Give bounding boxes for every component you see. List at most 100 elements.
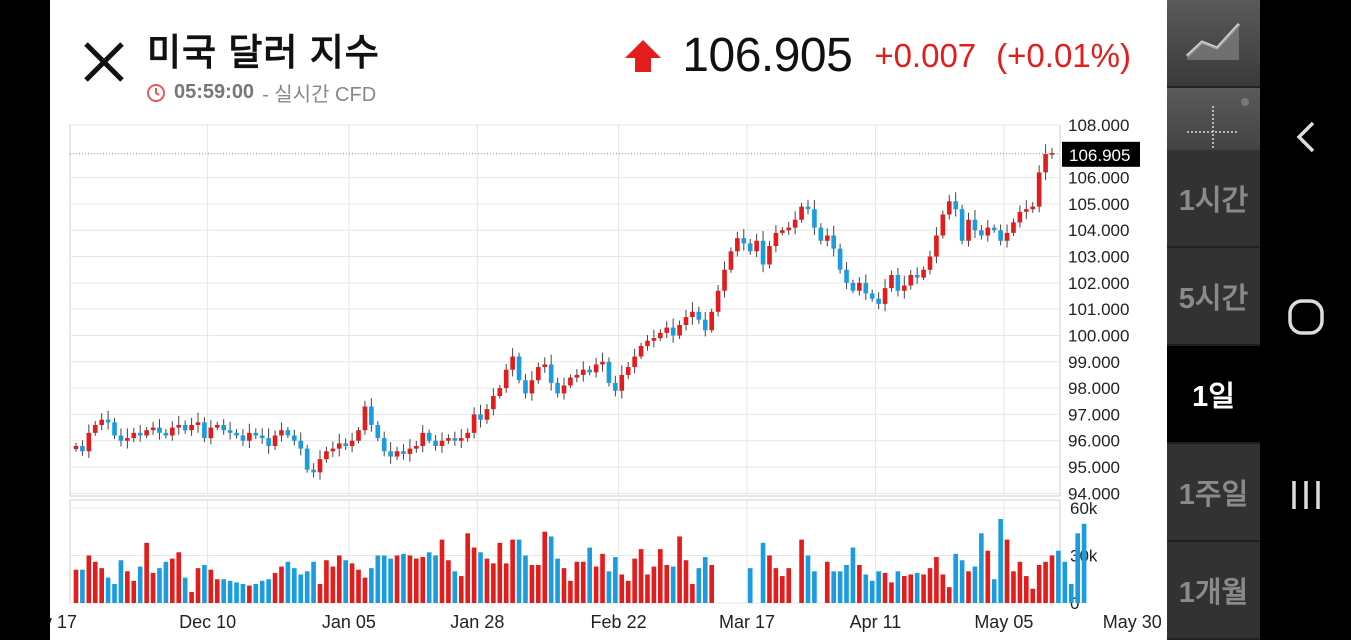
- volume-bar: [369, 568, 374, 603]
- volume-bar: [516, 539, 522, 603]
- volume-bar: [195, 568, 201, 603]
- candle: [741, 238, 747, 244]
- volume-bar: [375, 555, 381, 603]
- volume-tick-label: 60k: [1070, 499, 1098, 518]
- crosshair-icon: [1187, 98, 1249, 158]
- volume-bar: [1062, 561, 1068, 603]
- volume-bar: [292, 568, 297, 603]
- volume-bar: [163, 561, 169, 603]
- volume-bar: [773, 568, 779, 603]
- timeframe-3[interactable]: 1일: [1167, 346, 1260, 444]
- volume-bar: [889, 582, 894, 603]
- candle: [259, 435, 265, 439]
- volume-bar: [80, 569, 85, 603]
- volume-bar: [317, 583, 323, 603]
- candle: [170, 427, 175, 436]
- volume-bar: [259, 580, 265, 603]
- candle: [394, 451, 400, 457]
- x-tick-label: v 17: [50, 612, 77, 632]
- y-tick-label: 99.000: [1068, 353, 1120, 372]
- home-button[interactable]: [1260, 272, 1351, 362]
- recents-button[interactable]: [1260, 450, 1351, 540]
- candle: [792, 219, 798, 228]
- timeframe-4[interactable]: 1주일: [1167, 444, 1260, 542]
- candle: [857, 282, 862, 291]
- volume-bar: [696, 568, 702, 603]
- candle: [722, 269, 727, 291]
- volume-bar: [510, 539, 515, 603]
- volume-bar: [619, 574, 625, 603]
- volume-bar: [850, 547, 856, 603]
- candle: [690, 311, 695, 318]
- volume-bar: [767, 555, 772, 603]
- candle: [844, 269, 849, 283]
- candle: [824, 235, 830, 241]
- timestamp-row: 05:59:00 - 실시간 CFD: [146, 78, 376, 107]
- candle: [73, 446, 79, 450]
- candle: [343, 443, 348, 447]
- candle: [972, 219, 978, 231]
- volume-bar: [150, 572, 156, 603]
- candle: [336, 443, 342, 449]
- x-tick-label: Apr 11: [850, 612, 902, 632]
- candle: [959, 209, 965, 241]
- y-tick-label: 103.000: [1068, 248, 1129, 267]
- candle: [227, 430, 233, 433]
- candle: [889, 274, 894, 289]
- volume-bar: [362, 577, 368, 603]
- candle: [651, 338, 657, 341]
- candle: [696, 311, 702, 320]
- volume-bar: [349, 563, 355, 603]
- candle: [902, 285, 907, 291]
- candle: [478, 414, 483, 420]
- candle: [356, 430, 361, 441]
- volume-bar: [112, 583, 117, 603]
- volume-bar: [86, 555, 92, 603]
- y-tick-label: 100.000: [1068, 326, 1129, 345]
- volume-bar: [555, 558, 560, 603]
- volume-bar: [1056, 550, 1061, 603]
- timeframe-5[interactable]: 1개월: [1167, 542, 1260, 640]
- volume-bar: [869, 580, 875, 603]
- chart-type-button[interactable]: [1167, 0, 1260, 88]
- back-button[interactable]: [1260, 92, 1351, 182]
- timeframe-1[interactable]: 1시간: [1167, 150, 1260, 248]
- volume-bar: [1081, 523, 1087, 603]
- quote-block: 106.905 +0.007 (+0.01%): [624, 28, 1131, 83]
- volume-bar: [1017, 561, 1023, 603]
- volume-bar: [613, 557, 618, 603]
- candle: [285, 430, 291, 436]
- candle: [702, 319, 708, 331]
- volume-bar: [651, 566, 657, 603]
- close-icon[interactable]: [80, 38, 128, 86]
- candlestick-chart[interactable]: 108.000 106.000 105.000 104.000 103.000 102.0…: [50, 0, 1167, 640]
- candle: [850, 282, 856, 291]
- candle: [253, 432, 259, 436]
- candle: [131, 432, 137, 439]
- x-tick-label: Jan 28: [450, 612, 504, 632]
- candle: [523, 380, 528, 394]
- volume-bar: [561, 568, 567, 603]
- candle: [914, 274, 920, 278]
- candle: [580, 369, 586, 375]
- volume-bar: [420, 557, 426, 603]
- volume-bar: [465, 533, 470, 603]
- candle: [1011, 222, 1016, 233]
- candle: [266, 438, 271, 447]
- volume-bar: [683, 560, 689, 603]
- candle: [157, 427, 162, 433]
- volume-bar: [131, 580, 137, 603]
- candle: [414, 446, 419, 449]
- volume-bar: [959, 560, 965, 603]
- volume-bar: [972, 566, 978, 603]
- candle: [452, 438, 458, 441]
- candle: [112, 422, 117, 436]
- volume-bar: [343, 560, 348, 603]
- timestamp: 05:59:00: [174, 81, 255, 103]
- home-icon: [1287, 299, 1324, 335]
- candle: [324, 451, 329, 460]
- volume-bar: [202, 564, 207, 603]
- volume-bar: [214, 579, 220, 603]
- timeframe-2[interactable]: 5시간: [1167, 248, 1260, 346]
- y-tick-label: 102.000: [1068, 274, 1129, 293]
